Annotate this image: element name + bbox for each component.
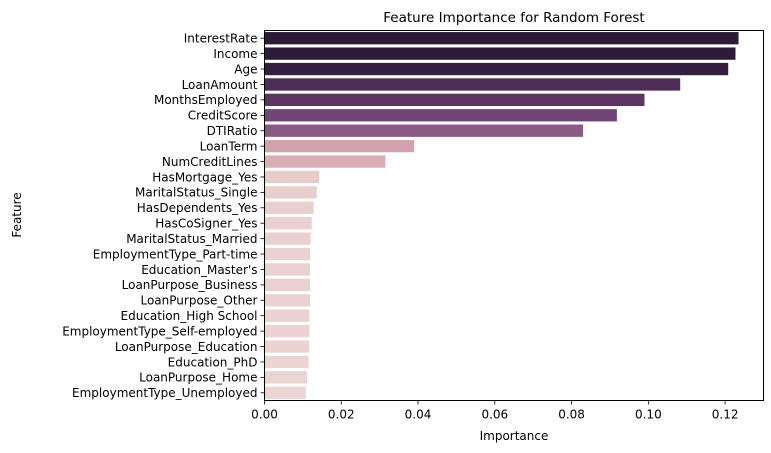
bar xyxy=(264,371,308,384)
bar xyxy=(264,124,584,137)
x-axis-label: Importance xyxy=(480,429,549,443)
y-tick-label: EmploymentType_Unemployed xyxy=(72,386,257,400)
bars xyxy=(264,32,739,399)
y-tick-label: Education_Master's xyxy=(141,263,257,277)
bar xyxy=(264,78,681,91)
x-tick-label: 0.08 xyxy=(558,408,585,422)
y-tick-label: Education_High School xyxy=(121,309,258,323)
y-tick-label: DTIRatio xyxy=(207,124,258,138)
bar xyxy=(264,32,739,45)
y-tick-label: NumCreditLines xyxy=(162,155,258,169)
bar xyxy=(264,93,645,107)
x-tick-label: 0.06 xyxy=(481,408,508,422)
y-tick-label: LoanPurpose_Business xyxy=(122,278,258,292)
y-tick-label: EmploymentType_Part-time xyxy=(93,247,258,261)
bar xyxy=(264,139,415,153)
x-tick-label: 0.04 xyxy=(405,408,432,422)
bar xyxy=(264,309,310,322)
plot-frame xyxy=(264,30,764,401)
y-tick-label: Education_PhD xyxy=(168,355,258,369)
y-tick-label: HasDependents_Yes xyxy=(137,201,258,215)
y-tick-label: LoanPurpose_Home xyxy=(139,371,257,385)
y-tick-label: LoanTerm xyxy=(200,139,258,153)
bar xyxy=(264,340,310,353)
bar xyxy=(264,62,729,76)
x-tick-label: 0.10 xyxy=(635,408,662,422)
bar xyxy=(264,355,309,369)
bar xyxy=(264,324,310,338)
y-tick-label: LoanPurpose_Other xyxy=(140,294,257,308)
y-tick-label: MaritalStatus_Married xyxy=(126,232,257,246)
x-tick-label: 0.12 xyxy=(712,408,739,422)
y-tick-label: MonthsEmployed xyxy=(154,93,258,107)
y-tick-label: MaritalStatus_Single xyxy=(135,186,258,200)
y-tick-label: EmploymentType_Self-employed xyxy=(62,324,257,338)
y-tick-label: LoanPurpose_Education xyxy=(115,340,258,354)
bar xyxy=(264,109,617,122)
bar xyxy=(264,170,320,184)
bar xyxy=(264,47,736,60)
chart-title: Feature Importance for Random Forest xyxy=(383,10,644,26)
bar xyxy=(264,155,386,168)
y-tick-label: HasCoSigner_Yes xyxy=(155,217,257,231)
bar xyxy=(264,186,317,199)
y-tick-label: Income xyxy=(213,47,257,61)
bar xyxy=(264,217,312,230)
bar xyxy=(264,278,311,292)
x-tick-label: 0.02 xyxy=(328,408,355,422)
y-tick-label: HasMortgage_Yes xyxy=(152,170,257,184)
bar xyxy=(264,294,311,307)
bar xyxy=(264,201,314,214)
x-ticks: 0.00 0.02 0.04 0.06 0.08 0.10 0.12 xyxy=(251,400,739,422)
y-tick-label: Age xyxy=(234,62,257,76)
y-axis-label: Feature xyxy=(10,192,24,237)
bar xyxy=(264,386,306,399)
bar xyxy=(264,263,311,276)
y-tick-label: InterestRate xyxy=(184,32,258,46)
bar xyxy=(264,232,311,245)
y-tick-label: CreditScore xyxy=(188,109,258,123)
y-tick-label: LoanAmount xyxy=(182,78,258,92)
bar xyxy=(264,247,311,261)
x-tick-label: 0.00 xyxy=(251,408,278,422)
